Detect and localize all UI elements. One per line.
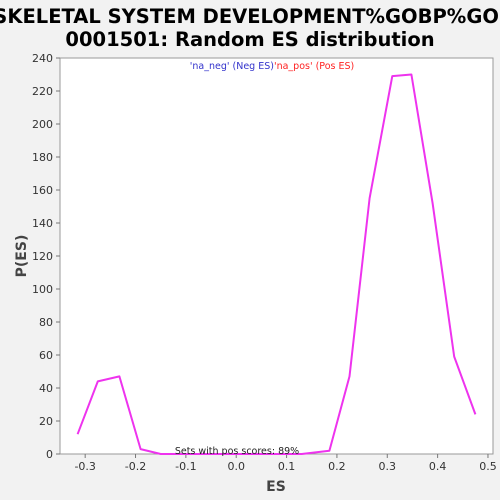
y-tick-label: 240 — [32, 52, 53, 65]
y-axis-label: P(ES) — [14, 235, 30, 278]
x-axis-label: ES — [266, 479, 286, 495]
y-tick-label: 0 — [46, 448, 53, 461]
y-tick-label: 120 — [32, 250, 53, 263]
series-line — [76, 73, 477, 455]
x-tick-label: 0.0 — [227, 460, 245, 473]
chart-title-line-2: 0001501: Random ES distribution — [65, 28, 434, 51]
x-tick-label: -0.2 — [125, 460, 146, 473]
y-tick-label: 60 — [39, 349, 53, 362]
y-tick-label: 20 — [39, 415, 53, 428]
legend: 'na_neg' (Neg ES)'na_pos' (Pos ES) — [190, 61, 354, 72]
y-tick-label: 40 — [39, 382, 53, 395]
y-tick-label: 80 — [39, 316, 53, 329]
x-tick-label: 0.2 — [328, 460, 346, 473]
chart-title-line-1: SKELETAL SYSTEM DEVELOPMENT%GOBP%GO: — [0, 5, 500, 28]
y-tick-label: 160 — [32, 184, 53, 197]
plot-area — [59, 57, 494, 455]
y-tick-label: 140 — [32, 217, 53, 230]
x-tick-label: -0.1 — [175, 460, 196, 473]
legend-neg-label: 'na_neg' (Neg ES) — [190, 61, 274, 72]
x-tick-label: 0.1 — [278, 460, 296, 473]
x-tick-label: 0.4 — [429, 460, 447, 473]
y-tick-label: 100 — [32, 283, 53, 296]
y-axis: 0 20 40 60 80 100 120 140 160 180 200 220 240 — [32, 52, 60, 461]
y-tick-label: 200 — [32, 118, 53, 131]
x-tick-label: -0.3 — [74, 460, 95, 473]
pos-scores-annotation: Sets with pos scores: 89% — [175, 446, 299, 457]
y-tick-label: 220 — [32, 85, 53, 98]
legend-pos-label: 'na_pos' (Pos ES) — [274, 61, 354, 72]
x-tick-label: 0.3 — [379, 460, 397, 473]
y-tick-label: 180 — [32, 151, 53, 164]
x-tick-label: 0.5 — [479, 460, 497, 473]
